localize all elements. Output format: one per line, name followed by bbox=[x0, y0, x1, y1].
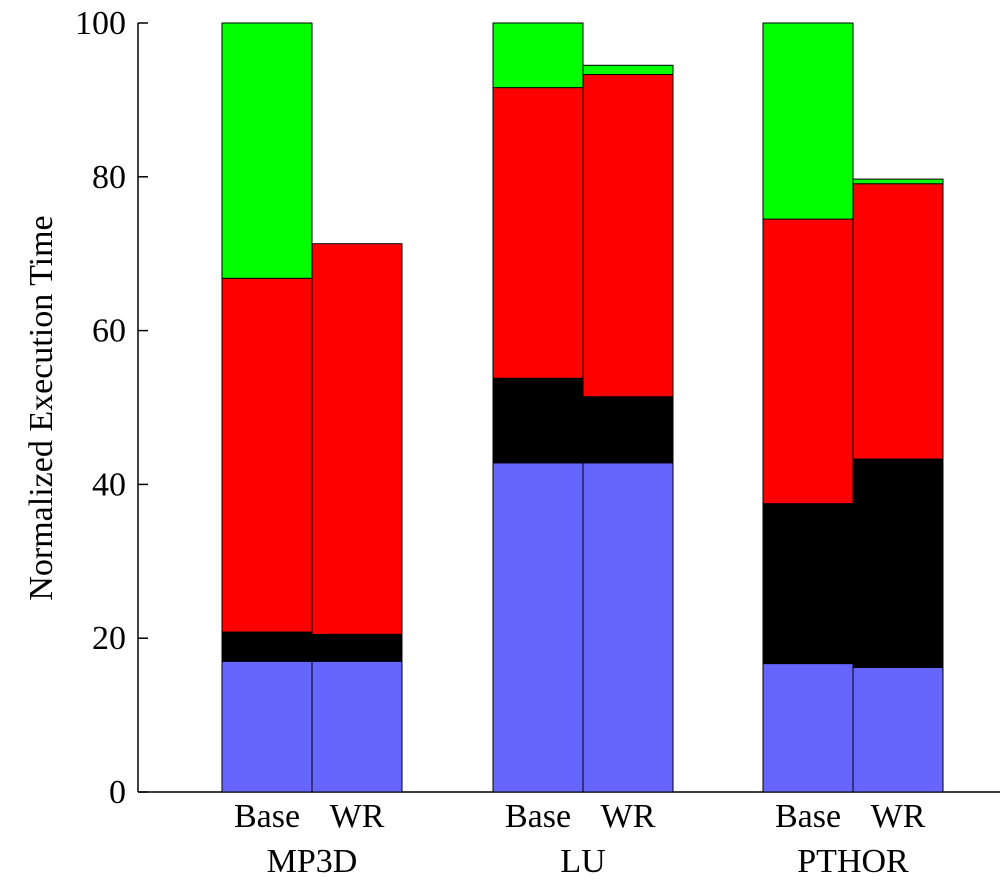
group-label: LU bbox=[560, 843, 605, 880]
bar-segment bbox=[582, 64, 674, 76]
bar-segment bbox=[492, 462, 584, 793]
bar-segment bbox=[852, 666, 944, 793]
y-tick-label: 80 bbox=[92, 159, 126, 196]
bar-segment bbox=[852, 458, 944, 668]
bar-segment bbox=[762, 22, 854, 220]
bar-segment bbox=[221, 631, 313, 662]
bar-segment bbox=[221, 277, 313, 633]
bar-segment bbox=[582, 74, 674, 398]
plot-area: 0 20 40 60 80 100 Base WR MP3D Base WR LU Base WR PTHO… bbox=[75, 5, 1000, 880]
bar-segment bbox=[311, 243, 403, 635]
bar-label: Base bbox=[234, 798, 300, 835]
y-tick-label: 60 bbox=[92, 313, 126, 350]
bar-label: Base bbox=[505, 798, 571, 835]
bar-segment bbox=[311, 633, 403, 662]
group-label: MP3D bbox=[267, 843, 358, 880]
bar-segment bbox=[762, 663, 854, 793]
bar-segment bbox=[582, 462, 674, 793]
y-tick-label: 20 bbox=[92, 620, 126, 657]
bar-segment bbox=[762, 218, 854, 505]
bar-label: Base bbox=[775, 798, 841, 835]
bar-label: WR bbox=[871, 798, 926, 835]
group-label: PTHOR bbox=[797, 843, 909, 880]
bar-segment bbox=[582, 396, 674, 464]
bar-label: WR bbox=[601, 798, 656, 835]
bar-segment bbox=[492, 87, 584, 379]
bar-segment bbox=[492, 377, 584, 464]
y-tick-label: 100 bbox=[75, 5, 126, 42]
y-axis-title: Normalized Execution Time bbox=[23, 215, 60, 600]
bar-segment bbox=[492, 22, 584, 89]
bar-segment bbox=[852, 183, 944, 460]
bar-segment bbox=[311, 660, 403, 793]
bar-segment bbox=[852, 178, 944, 185]
bar-segment bbox=[762, 503, 854, 665]
bar-segment bbox=[221, 22, 313, 279]
y-tick-label: 40 bbox=[92, 466, 126, 503]
bar-label: WR bbox=[330, 798, 385, 835]
bar-segment bbox=[221, 660, 313, 793]
y-tick-label: 0 bbox=[109, 774, 126, 811]
